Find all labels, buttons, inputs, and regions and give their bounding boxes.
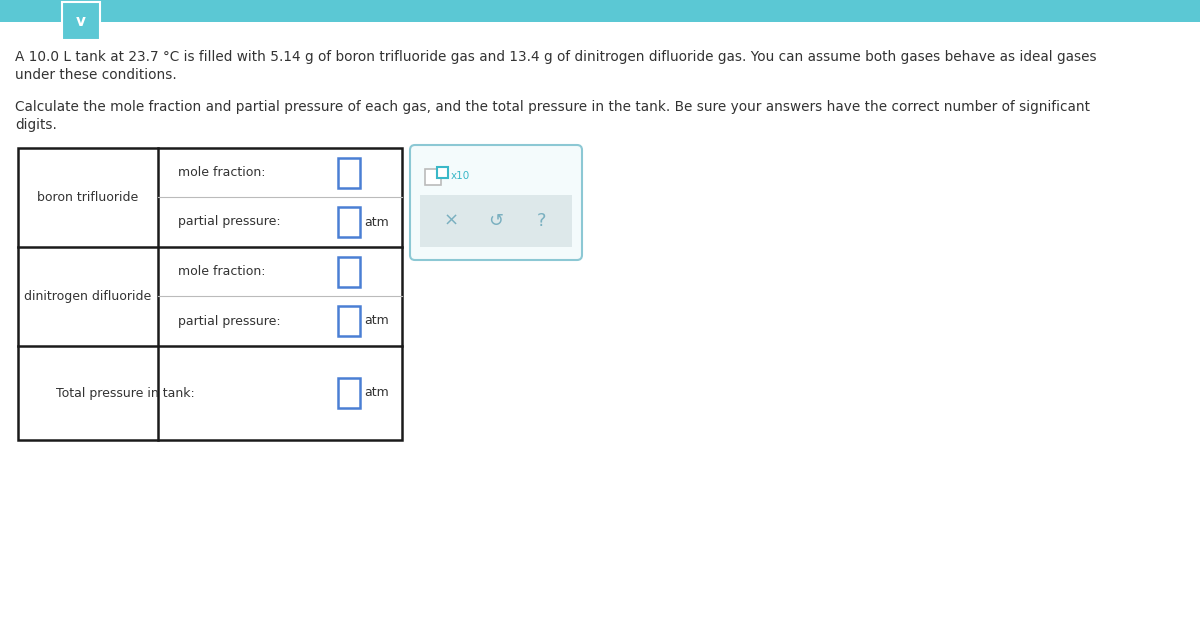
Bar xyxy=(338,157,360,187)
Bar xyxy=(437,167,448,178)
Bar xyxy=(338,207,360,237)
Bar xyxy=(0,0,1200,22)
Text: atm: atm xyxy=(364,216,389,228)
Text: partial pressure:: partial pressure: xyxy=(178,314,281,328)
Bar xyxy=(338,257,360,286)
Text: Calculate the mole fraction and partial pressure of each gas, and the total pres: Calculate the mole fraction and partial … xyxy=(14,100,1090,114)
Text: A 10.0 L tank at 23.7 °C is filled with 5.14 g of boron trifluoride gas and 13.4: A 10.0 L tank at 23.7 °C is filled with … xyxy=(14,50,1097,64)
Text: atm: atm xyxy=(364,386,389,399)
Text: dinitrogen difluoride: dinitrogen difluoride xyxy=(24,290,151,303)
Text: ↺: ↺ xyxy=(488,212,504,230)
Text: ×: × xyxy=(443,212,458,230)
Text: Total pressure in tank:: Total pressure in tank: xyxy=(55,386,194,399)
Text: mole fraction:: mole fraction: xyxy=(178,166,265,179)
Text: mole fraction:: mole fraction: xyxy=(178,265,265,278)
Text: ?: ? xyxy=(536,212,546,230)
Bar xyxy=(338,378,360,408)
Text: digits.: digits. xyxy=(14,118,56,132)
Text: x10: x10 xyxy=(451,171,470,181)
Text: under these conditions.: under these conditions. xyxy=(14,68,176,82)
Bar xyxy=(18,148,402,440)
Text: boron trifluoride: boron trifluoride xyxy=(37,191,139,204)
Bar xyxy=(420,195,572,247)
Bar xyxy=(425,169,442,185)
Text: atm: atm xyxy=(364,314,389,328)
Text: v: v xyxy=(76,13,86,28)
Bar xyxy=(62,2,100,40)
FancyBboxPatch shape xyxy=(410,145,582,260)
Text: partial pressure:: partial pressure: xyxy=(178,216,281,228)
Bar xyxy=(338,306,360,336)
